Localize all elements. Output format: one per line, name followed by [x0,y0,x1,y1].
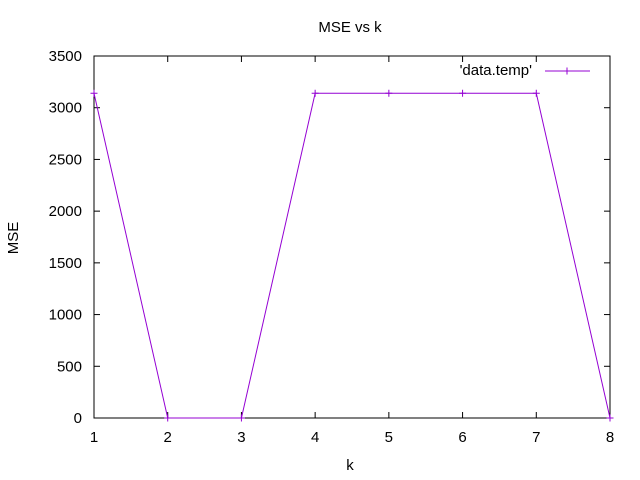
data-point-marker [90,89,98,97]
x-tick-label: 5 [385,429,393,446]
data-point-marker [606,414,614,422]
x-tick-label: 4 [311,429,319,446]
y-tick-label: 2500 [49,151,82,168]
x-tick-label: 2 [164,429,172,446]
y-axis-label: MSE [5,222,22,255]
x-tick-label: 6 [458,429,466,446]
series-layer [90,89,614,422]
y-tick-label: 0 [74,410,82,427]
chart-title: MSE vs k [318,19,382,36]
x-axis-label: k [346,457,354,474]
data-point-marker [311,89,319,97]
axes: 0 500 1000 1500 2000 2500 3000 3500 1 2 3 4 5 6 7 8 [49,48,615,446]
legend-marker [563,67,571,75]
data-point-marker [164,414,172,422]
y-tick-label: 2000 [49,203,82,220]
series-line [93,92,611,419]
x-tick-label: 1 [90,429,98,446]
data-point-marker [459,89,467,97]
y-tick-label: 1500 [49,255,82,272]
y-tick-label: 3000 [49,100,82,117]
legend-label: 'data.temp' [460,62,533,79]
plot-frame [93,55,611,419]
y-tick-label: 500 [57,358,82,375]
x-tick-label: 3 [237,429,245,446]
y-tick-label: 1000 [49,307,82,324]
data-point-marker [532,89,540,97]
x-tick-label: 8 [606,429,614,446]
x-tick-label: 7 [532,429,540,446]
data-point-marker [237,414,245,422]
legend: 'data.temp' [460,62,590,79]
y-tick-label: 3500 [49,48,82,65]
data-point-marker [385,89,393,97]
